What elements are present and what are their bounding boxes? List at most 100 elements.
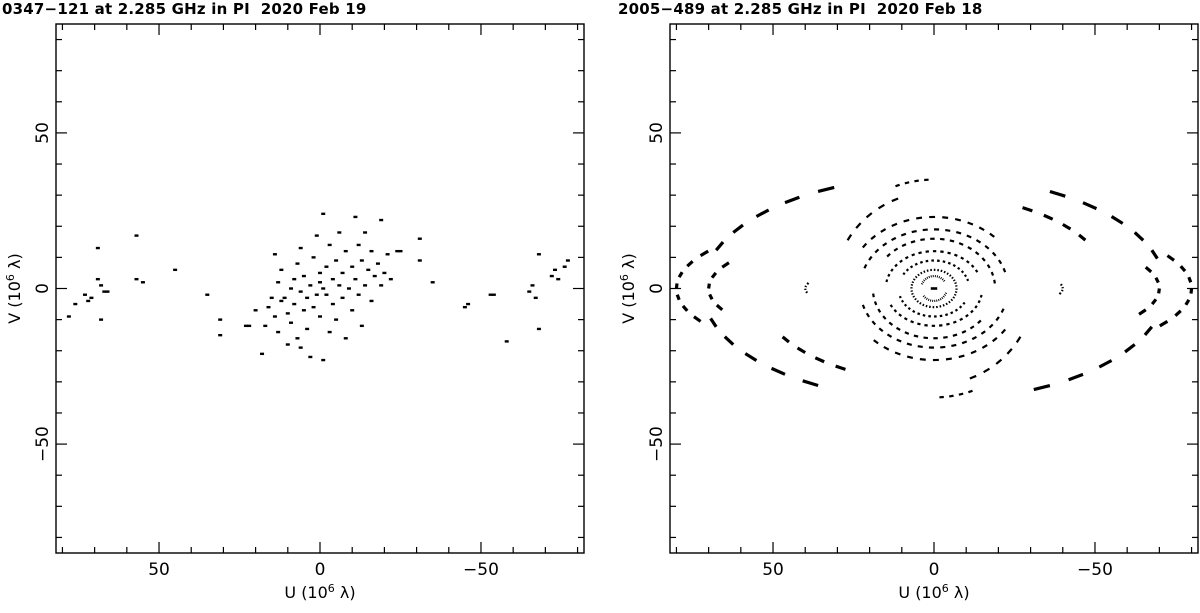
track-segment xyxy=(922,313,926,317)
track-segment xyxy=(922,303,925,307)
track-segment xyxy=(898,313,903,317)
track-segment xyxy=(900,232,907,237)
track-segment xyxy=(920,271,923,275)
track-segment xyxy=(943,270,946,274)
track-segment xyxy=(1154,276,1160,284)
track-segment xyxy=(953,293,957,296)
y-tick-label: −50 xyxy=(647,426,667,462)
track-segment xyxy=(835,364,846,371)
y-tick-label: 50 xyxy=(33,122,53,144)
track-segment xyxy=(755,208,770,218)
track-segment xyxy=(945,302,948,306)
track-segment xyxy=(890,268,894,272)
track-segment xyxy=(942,304,945,307)
track-segment xyxy=(951,276,954,280)
track-segment xyxy=(699,249,710,257)
chart-title-right: 2005−489 at 2.285 GHz in PI 2020 Feb 18 xyxy=(618,0,983,18)
track-segment xyxy=(969,325,975,330)
track-segment xyxy=(907,306,911,311)
track-segment xyxy=(1078,233,1087,242)
track-segment xyxy=(965,314,969,318)
track-segment xyxy=(903,317,908,321)
track-segment xyxy=(942,260,946,264)
track-segment xyxy=(918,251,922,255)
uv-track xyxy=(889,294,983,327)
track-segment xyxy=(891,222,898,227)
track-segment xyxy=(947,251,951,255)
track-segment xyxy=(1002,267,1007,273)
track-segment xyxy=(965,260,970,264)
track-segment xyxy=(941,278,944,281)
track-segment xyxy=(804,285,808,288)
chart-title-left: 0347−121 at 2.285 GHz in PI 2020 Feb 19 xyxy=(2,0,367,18)
track-segment xyxy=(1166,254,1175,262)
track-segment xyxy=(878,327,884,333)
track-segment xyxy=(868,255,873,261)
uv-track xyxy=(1033,325,1154,392)
track-segment xyxy=(913,334,919,338)
track-segment xyxy=(971,335,977,341)
plot-frame xyxy=(55,23,585,554)
uv-track xyxy=(1158,254,1194,328)
track-segment xyxy=(912,278,916,281)
track-segment xyxy=(885,279,889,283)
uv-track xyxy=(873,328,1007,362)
uv-track xyxy=(910,268,958,289)
track-segment xyxy=(914,262,918,266)
track-segment xyxy=(873,339,879,345)
track-segment xyxy=(744,352,758,362)
track-segment xyxy=(1158,320,1169,328)
track-segment xyxy=(917,345,923,349)
track-segment xyxy=(983,367,991,374)
track-segment xyxy=(950,311,954,315)
track-segment xyxy=(904,255,909,260)
track-segment xyxy=(923,270,926,273)
track-segment xyxy=(905,268,910,272)
track-segment xyxy=(914,275,918,279)
track-segment xyxy=(952,264,956,268)
track-segment xyxy=(861,242,868,249)
track-segment xyxy=(924,277,927,281)
track-segment xyxy=(917,273,920,277)
track-segment xyxy=(896,338,902,343)
track-segment xyxy=(877,308,882,313)
track-segment xyxy=(959,317,964,322)
y-tick-label: −50 xyxy=(33,426,53,462)
track-segment xyxy=(958,392,964,396)
track-segment xyxy=(995,358,1003,365)
data-marks xyxy=(674,178,1194,399)
track-segment xyxy=(960,270,965,274)
track-segment xyxy=(992,337,998,343)
x-tick-label: −50 xyxy=(1077,560,1113,580)
track-segment xyxy=(924,296,927,299)
track-segment xyxy=(949,239,955,243)
track-segment xyxy=(952,296,956,299)
track-segment xyxy=(806,282,810,285)
track-segment xyxy=(1143,325,1154,336)
track-segment xyxy=(714,241,725,252)
uv-track xyxy=(886,237,996,284)
track-segment xyxy=(883,345,890,351)
track-segment xyxy=(1124,343,1136,354)
uv-track xyxy=(939,389,973,399)
track-segment xyxy=(946,322,950,326)
track-segment xyxy=(958,354,965,359)
uv-track xyxy=(1138,266,1161,316)
track-segment xyxy=(980,330,986,335)
track-segment xyxy=(723,335,735,346)
x-axis-label: U (106 λ) xyxy=(284,582,355,602)
track-segment xyxy=(990,271,995,276)
track-segment xyxy=(919,302,922,305)
track-segment xyxy=(911,281,915,284)
track-segment xyxy=(882,315,887,320)
track-segment xyxy=(954,253,958,257)
track-segment xyxy=(1138,308,1147,316)
track-segment xyxy=(914,179,919,183)
track-segment xyxy=(912,309,916,313)
track-segment xyxy=(943,335,948,339)
track-segment xyxy=(950,298,954,302)
track-segment xyxy=(967,246,973,251)
track-segment xyxy=(912,295,916,298)
track-segment xyxy=(899,259,903,263)
track-segment xyxy=(893,309,898,313)
